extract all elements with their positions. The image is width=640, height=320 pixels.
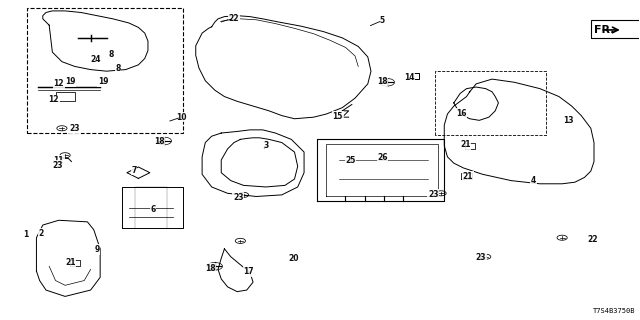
Text: 8: 8: [109, 50, 115, 59]
Bar: [591, 20, 640, 38]
Text: 16: 16: [456, 108, 467, 117]
Text: 4: 4: [531, 176, 536, 185]
Text: 12: 12: [49, 95, 59, 104]
Text: 23: 23: [233, 193, 244, 202]
Text: 19: 19: [65, 77, 76, 86]
Text: 19: 19: [98, 77, 109, 86]
Text: 13: 13: [563, 116, 574, 125]
Text: 17: 17: [243, 267, 254, 276]
Text: 21: 21: [460, 140, 470, 149]
Text: 12: 12: [54, 79, 64, 88]
Text: 25: 25: [346, 156, 356, 165]
Text: 1: 1: [23, 230, 28, 239]
Text: 10: 10: [176, 113, 186, 122]
Text: 23: 23: [428, 190, 438, 199]
Text: 5: 5: [380, 16, 385, 25]
Text: 3: 3: [263, 141, 268, 150]
Text: 24: 24: [90, 55, 101, 64]
Text: 18: 18: [205, 264, 216, 273]
Text: 20: 20: [288, 254, 298, 263]
Text: 6: 6: [150, 205, 156, 214]
Text: 8: 8: [115, 64, 121, 73]
Text: 23: 23: [52, 161, 63, 170]
Text: 11: 11: [54, 156, 64, 164]
Text: T7S4B3750B: T7S4B3750B: [593, 308, 636, 314]
Text: 22: 22: [588, 236, 598, 244]
Text: 7: 7: [131, 166, 136, 175]
Text: 15: 15: [333, 112, 343, 121]
Text: 2: 2: [38, 229, 44, 238]
Text: 14: 14: [404, 73, 415, 82]
Text: 9: 9: [94, 245, 100, 254]
Text: 18: 18: [154, 137, 164, 146]
Text: 22: 22: [228, 14, 239, 23]
Text: 21: 21: [463, 172, 473, 181]
Text: FR.: FR.: [594, 25, 614, 35]
Text: 21: 21: [65, 258, 76, 267]
Text: 23: 23: [476, 253, 486, 262]
Text: 26: 26: [377, 153, 388, 162]
Text: 18: 18: [377, 77, 388, 86]
Text: 23: 23: [69, 124, 80, 133]
